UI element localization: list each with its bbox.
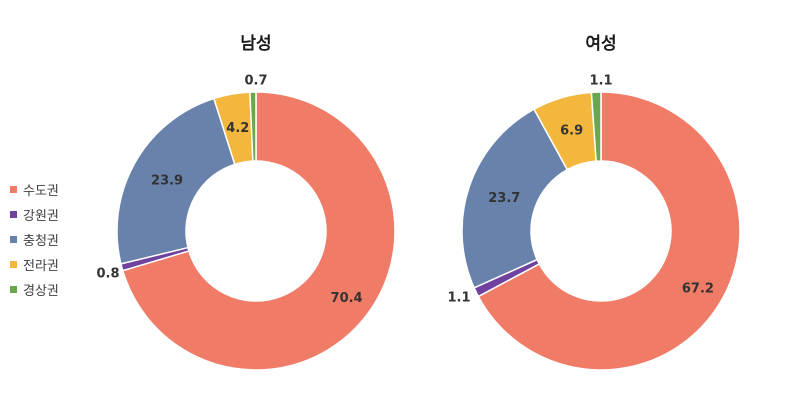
donut-slice-gyeongsang — [590, 91, 602, 162]
donut-slice-chungcheong — [116, 97, 236, 265]
legend-swatch-icon — [10, 260, 17, 268]
data-label-gyeongsang: 0.7 — [244, 74, 267, 89]
legend-label: 충청권 — [23, 233, 59, 249]
legend-item-chungcheong: 충청권 — [10, 228, 59, 250]
data-label-gyeongsang: 1.1 — [589, 74, 612, 89]
donut-chart-2: 67.2 1.1 23.7 6.9 1.1 여성 — [447, 34, 741, 371]
chart-title: 남성 — [240, 34, 271, 54]
legend-swatch-icon — [10, 285, 17, 293]
data-label-gangwon: 1.1 — [447, 291, 470, 306]
data-label-chungcheong: 23.7 — [488, 191, 520, 206]
legend-label: 전라권 — [23, 258, 59, 274]
chart-title: 여성 — [585, 34, 616, 54]
data-label-chungcheong: 23.9 — [151, 174, 183, 189]
legend-swatch-icon — [10, 210, 17, 218]
legend-item-jeolla: 전라권 — [10, 253, 59, 275]
data-label-jeolla: 4.2 — [226, 121, 249, 136]
donut-slice-capital — [477, 91, 741, 371]
legend-item-gyeongsang: 경상권 — [10, 278, 59, 300]
donut-slice-chungcheong — [461, 108, 569, 289]
legend-label: 수도권 — [23, 183, 59, 199]
donut-slice-gyeongsang — [249, 91, 257, 162]
legend-item-capital: 수도권 — [10, 178, 59, 200]
legend-label: 강원권 — [23, 208, 59, 224]
data-label-jeolla: 6.9 — [560, 124, 583, 139]
legend-swatch-icon — [10, 185, 17, 193]
data-label-capital: 70.4 — [331, 291, 363, 306]
data-label-gangwon: 0.8 — [96, 267, 119, 282]
legend-item-gangwon: 강원권 — [10, 203, 59, 225]
legend-swatch-icon — [10, 235, 17, 243]
legend: 수도권 강원권 충청권 전라권 경상권 — [10, 178, 59, 300]
data-label-capital: 67.2 — [682, 282, 714, 297]
donut-chart-1: 70.4 0.8 23.9 4.2 0.7 남성 — [96, 34, 396, 371]
legend-label: 경상권 — [23, 283, 59, 299]
donut-slice-capital — [121, 91, 396, 371]
